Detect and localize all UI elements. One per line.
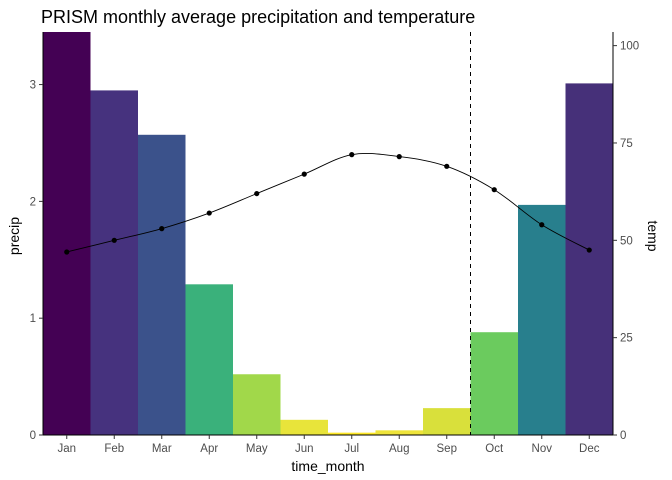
temp-point-jul xyxy=(349,152,355,158)
chart-title: PRISM monthly average precipitation and … xyxy=(41,7,475,27)
bar-nov xyxy=(518,204,566,435)
temp-point-sep xyxy=(444,163,450,169)
y-tick-label: 1 xyxy=(30,313,36,325)
x-tick-label-sep: Sep xyxy=(437,443,457,455)
bar-oct xyxy=(470,332,518,435)
x-tick-label-aug: Aug xyxy=(389,443,409,455)
temp-point-aug xyxy=(396,154,402,160)
temp-point-may xyxy=(254,190,260,197)
x-tick-label-nov: Nov xyxy=(532,443,553,455)
y-tick-label: 0 xyxy=(30,430,36,442)
temp-point-apr xyxy=(206,210,212,216)
y2-axis-title: temp xyxy=(645,220,661,251)
temp-point-feb xyxy=(111,237,117,243)
x-axis-title: time_month xyxy=(291,458,364,474)
x-tick-label-apr: Apr xyxy=(200,443,218,455)
bar-sep xyxy=(423,408,471,435)
x-tick-label-jan: Jan xyxy=(57,443,76,455)
y2-tick-label: 75 xyxy=(620,138,633,150)
y2-tick-label: 25 xyxy=(620,333,633,345)
temp-point-jun xyxy=(301,171,307,177)
temp-line xyxy=(66,152,590,253)
bar-jan xyxy=(43,32,91,435)
temp-point-dec xyxy=(586,247,592,253)
temp-point-jan xyxy=(64,249,70,255)
x-tick-label-feb: Feb xyxy=(104,443,124,455)
y-tick-label: 3 xyxy=(30,80,36,92)
y-axis-title: precip xyxy=(6,217,22,255)
y2-tick-label: 50 xyxy=(620,235,633,247)
bars-layer xyxy=(43,32,613,436)
bar-jul xyxy=(328,432,376,435)
y-tick-label: 2 xyxy=(30,196,36,208)
temp-point-mar xyxy=(159,226,165,232)
x-tick-label-mar: Mar xyxy=(152,443,172,455)
bar-may xyxy=(233,374,281,435)
x-tick-label-oct: Oct xyxy=(485,443,504,455)
x-tick-label-jul: Jul xyxy=(344,443,359,455)
bar-feb xyxy=(90,90,138,435)
bar-mar xyxy=(138,134,186,436)
bar-dec xyxy=(565,83,613,436)
y2-tick-label: 0 xyxy=(620,430,626,442)
temp-line-layer xyxy=(64,152,592,255)
x-tick-label-may: May xyxy=(246,443,268,455)
axes-layer: 0 1 2 3 0 25 50 75 100 Jan Feb Mar Apr May Jun Jul Aug Se… xyxy=(30,32,639,455)
bar-jun xyxy=(280,419,328,435)
temp-point-nov xyxy=(539,222,545,228)
y2-tick-label: 100 xyxy=(620,41,639,53)
bar-apr xyxy=(185,284,233,435)
x-tick-label-jun: Jun xyxy=(295,443,314,455)
x-tick-label-dec: Dec xyxy=(579,443,600,455)
temp-point-oct xyxy=(491,187,497,193)
bar-aug xyxy=(375,430,423,435)
